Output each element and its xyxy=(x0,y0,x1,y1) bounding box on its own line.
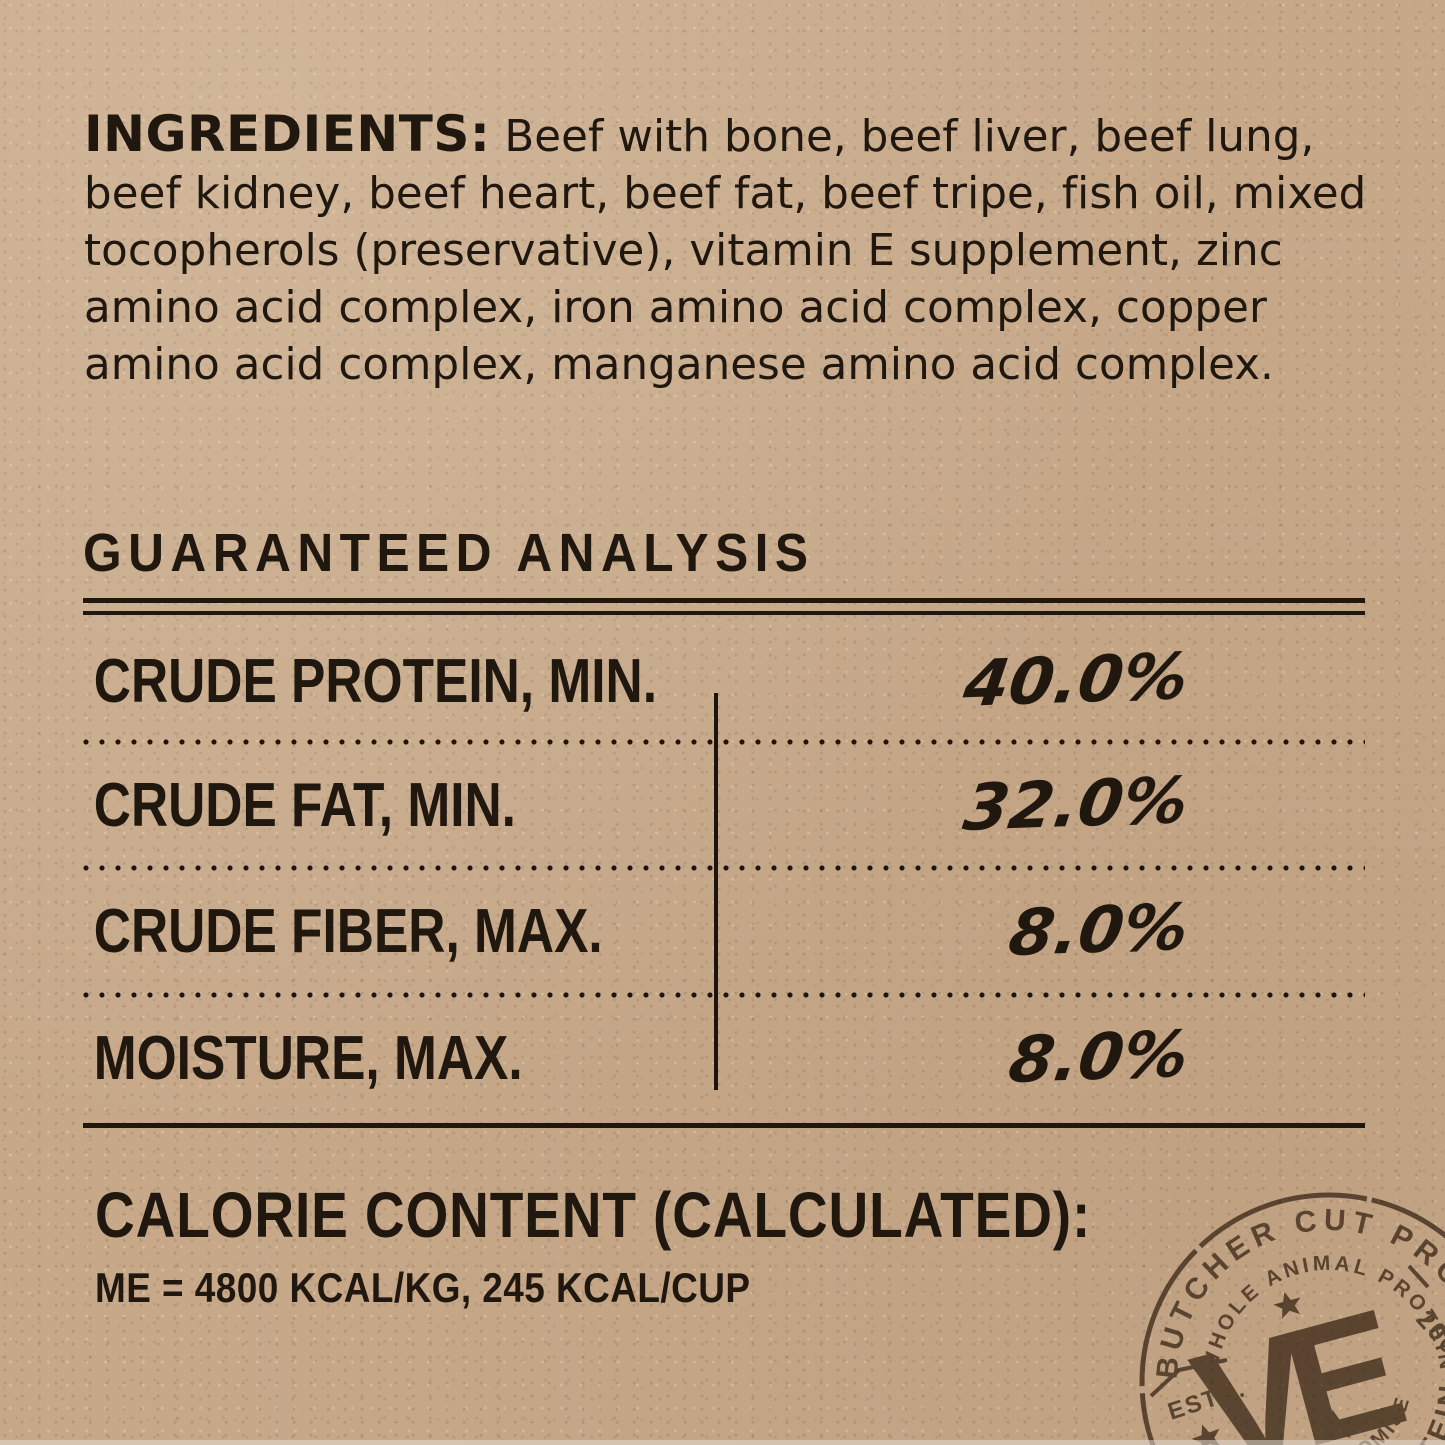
guaranteed-analysis-heading: GUARANTEED ANALYSIS xyxy=(83,523,815,583)
table-row: MOISTURE, MAX. 8.0% xyxy=(83,1002,1365,1114)
star-icon xyxy=(1317,1409,1352,1443)
stamp-notch-right xyxy=(1407,1264,1430,1289)
row-value: 8.0% xyxy=(1003,890,1193,972)
table-row: CRUDE PROTEIN, MIN. 40.0% xyxy=(83,626,1365,736)
table-top-rule xyxy=(83,598,1365,603)
table-row: CRUDE FIBER, MAX. 8.0% xyxy=(83,876,1365,986)
calorie-content-heading: CALORIE CONTENT (CALCULATED): xyxy=(95,1179,1092,1251)
row-value: 40.0% xyxy=(959,640,1193,722)
guaranteed-analysis-table: CRUDE PROTEIN, MIN. 40.0% CRUDE FAT, MIN… xyxy=(83,598,1365,1133)
table-row: CRUDE FAT, MIN. 32.0% xyxy=(83,750,1365,860)
row-label: CRUDE PROTEIN, MIN. xyxy=(93,646,658,716)
star-icon xyxy=(1273,1291,1301,1319)
ingredients-heading: INGREDIENTS: xyxy=(84,105,491,163)
dotted-divider xyxy=(83,865,1365,871)
butcher-cut-protein-stamp: BUTCHER CUT PROTEIN WHOLE ANIMAL PROTEIN… xyxy=(1139,1192,1445,1445)
dotted-divider xyxy=(83,992,1365,998)
ingredients-section: INGREDIENTS: Beef with bone, beef liver,… xyxy=(84,106,1372,394)
row-label: MOISTURE, MAX. xyxy=(93,1023,523,1093)
stamp-notch-left xyxy=(1149,1358,1228,1398)
calorie-content-value: ME = 4800 KCAL/KG, 245 KCAL/CUP xyxy=(95,1264,751,1311)
table-bottom-rule xyxy=(83,1123,1365,1128)
ingredients-text: Beef with bone, beef liver, beef lung, b… xyxy=(84,112,1367,390)
label-bottom-edge xyxy=(0,1440,1445,1445)
table-top-rule-2 xyxy=(83,611,1365,615)
column-divider xyxy=(714,693,718,1090)
dotted-divider xyxy=(83,739,1365,745)
stamp-outer-ring xyxy=(1139,1192,1445,1445)
row-label: CRUDE FAT, MIN. xyxy=(93,770,516,840)
star-icon xyxy=(1191,1424,1221,1445)
row-value: 32.0% xyxy=(959,764,1193,846)
row-label: CRUDE FIBER, MAX. xyxy=(93,896,603,966)
